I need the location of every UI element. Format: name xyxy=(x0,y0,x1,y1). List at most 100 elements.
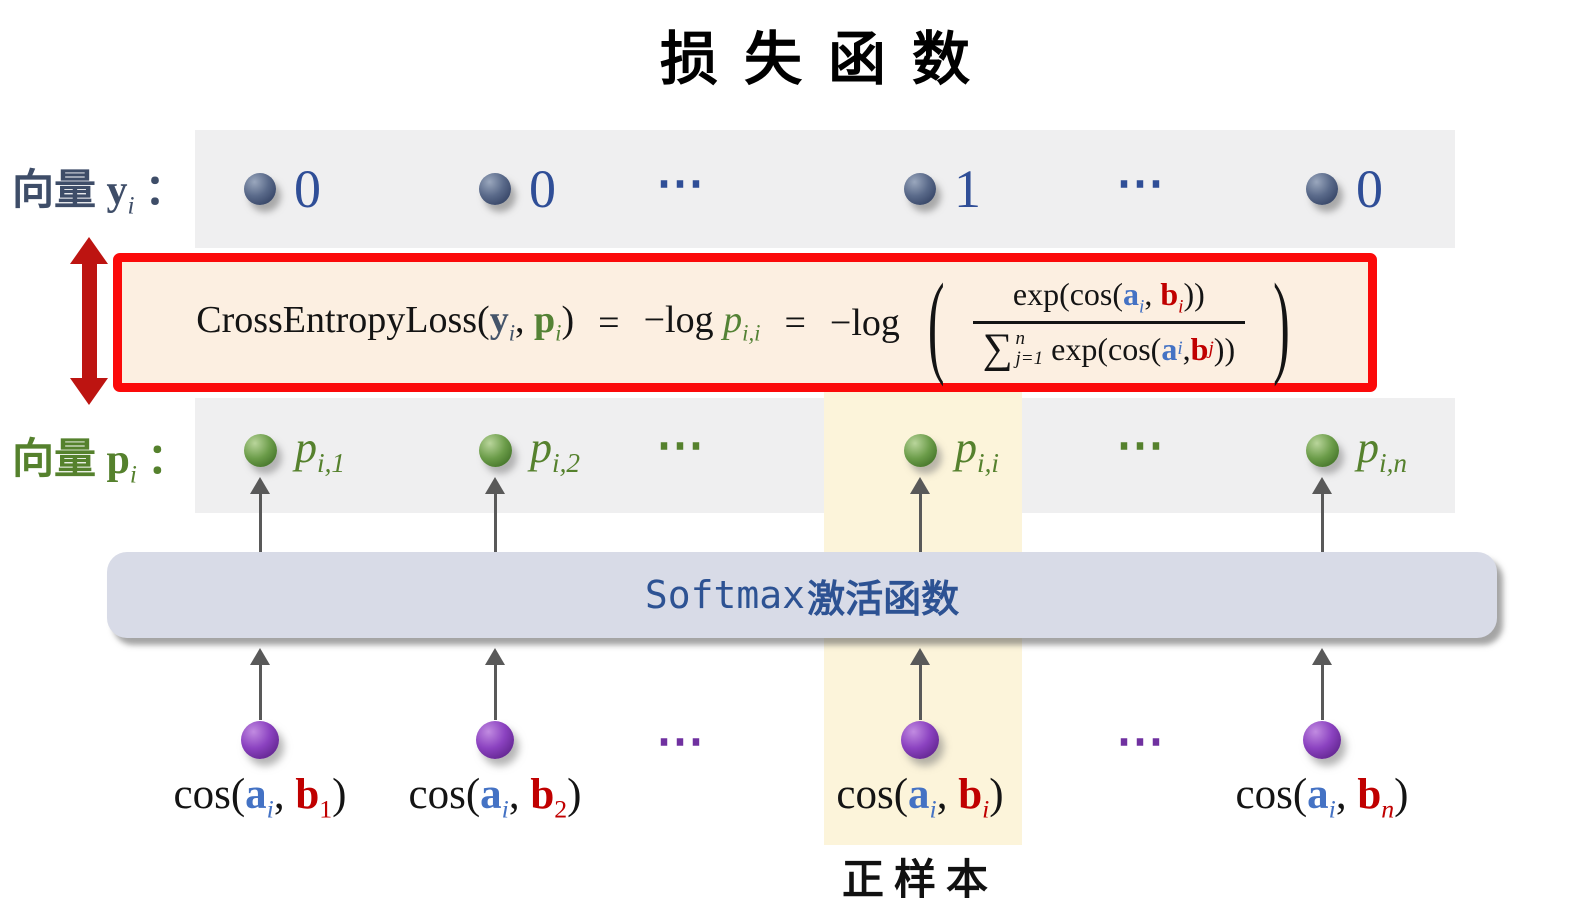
vector-y-label-cn: 向量 xyxy=(12,165,97,214)
cos-label-n: cos(ai, bn) xyxy=(1236,770,1409,825)
green-dot-icon xyxy=(1306,433,1339,467)
den-a-sub: i xyxy=(1177,338,1183,360)
den-a: a xyxy=(1161,330,1178,367)
up-arrow-icon xyxy=(910,477,930,552)
cos-b: b xyxy=(295,771,320,818)
formula-mid: −log pi,i xyxy=(644,298,761,347)
cos-a: a xyxy=(245,771,267,818)
cos-b-sub: i xyxy=(982,794,990,824)
num-a-sub: i xyxy=(1139,296,1145,318)
arrow-head xyxy=(250,648,270,665)
p-subscript: i,2 xyxy=(552,447,581,478)
y-cell-2: 0 xyxy=(479,159,556,219)
cross-entropy-formula-box: CrossEntropyLoss(yi, pi) = −log pi,i = −… xyxy=(113,253,1377,392)
p-symbol: p xyxy=(1357,422,1379,472)
y-cell-n: 0 xyxy=(1306,159,1383,219)
cos-b: b xyxy=(1357,771,1382,818)
y-value-1: 0 xyxy=(294,159,321,219)
formula-lhs: CrossEntropyLoss(yi, pi) xyxy=(196,298,574,347)
cos-b-sub: 2 xyxy=(554,794,568,824)
num-b-sub: i xyxy=(1178,296,1184,318)
arrow-shaft xyxy=(1320,663,1324,720)
cos-prefix: cos( xyxy=(1235,771,1308,818)
up-arrow-icon xyxy=(910,648,930,720)
p-cell-2: pi,2 xyxy=(479,423,580,477)
num-close: )) xyxy=(1183,276,1205,313)
formula-close-paren: ) xyxy=(561,299,575,342)
vector-p-subscript: i xyxy=(129,461,137,489)
softmax-label-zh: 激活函数 xyxy=(807,575,960,621)
up-arrow-icon xyxy=(485,477,505,552)
p-symbol: p xyxy=(530,422,552,472)
num-comma: , xyxy=(1144,276,1161,313)
cos-prefix: cos( xyxy=(173,771,246,818)
purple-dot-icon xyxy=(901,721,939,759)
cos-prefix: cos( xyxy=(836,771,909,818)
summation: ∑ n j=1 xyxy=(983,328,1044,370)
y-ellipsis-left: ⋯ xyxy=(656,157,704,210)
p-subscript: i,1 xyxy=(317,447,346,478)
big-close-paren: ) xyxy=(1273,258,1290,387)
cos-a: a xyxy=(908,771,930,818)
y-cell-1: 0 xyxy=(244,159,321,219)
vector-y-subscript: i xyxy=(127,192,135,220)
cos-comma: , xyxy=(1335,771,1358,818)
formula-pii-sub: i,i xyxy=(742,320,761,346)
up-arrow-icon xyxy=(1312,477,1332,552)
y-cell-positive: 1 xyxy=(904,159,981,219)
num-exp-cos: exp(cos( xyxy=(1012,276,1124,313)
cos-b-sub: n xyxy=(1381,794,1395,824)
cos-prefix: cos( xyxy=(408,771,481,818)
cos-ellipsis-right: ⋯ xyxy=(1116,715,1164,768)
cos-a-sub: i xyxy=(1328,794,1336,824)
arrow-shaft xyxy=(81,263,97,379)
arrow-shaft xyxy=(493,663,497,720)
fraction-numerator: exp(cos(ai, bi)) xyxy=(1003,275,1215,320)
p-symbol: p xyxy=(955,422,977,472)
softmax-label-en: Softmax xyxy=(644,573,806,617)
equals-sign-2: = xyxy=(784,301,806,344)
cos-a: a xyxy=(480,771,502,818)
formula-p-sub: i xyxy=(555,320,562,346)
arrow-head xyxy=(1312,648,1332,665)
navy-dot-icon xyxy=(1306,173,1338,205)
up-arrow-icon xyxy=(485,648,505,720)
up-arrow-icon xyxy=(250,648,270,720)
p-ellipsis-right: ⋯ xyxy=(1116,419,1164,472)
cos-label-1: cos(ai, b1) xyxy=(174,770,347,825)
p-cell-1: pi,1 xyxy=(244,423,345,477)
cos-suffix: ) xyxy=(332,771,347,818)
formula-p: p xyxy=(534,299,556,342)
purple-dot-icon xyxy=(241,721,279,759)
vector-p-label: 向量 pi ： xyxy=(12,425,189,489)
p-subscript: i,i xyxy=(977,447,999,478)
p-value-2: pi,2 xyxy=(530,422,580,479)
arrow-head-up xyxy=(70,237,108,264)
p-value-n: pi,n xyxy=(1357,422,1407,479)
formula-y: y xyxy=(489,299,509,342)
softmax-activation-box: Softmax 激活函数 xyxy=(107,552,1497,638)
navy-dot-icon xyxy=(479,173,511,205)
arrow-shaft xyxy=(493,492,497,552)
den-exp-cos: exp(cos( xyxy=(1051,330,1162,367)
navy-dot-icon xyxy=(904,173,936,205)
up-arrow-icon xyxy=(250,477,270,552)
cos-b-sub: 1 xyxy=(319,794,333,824)
minus-log-2: −log xyxy=(829,301,900,344)
formula-func-name: CrossEntropyLoss( xyxy=(196,299,490,342)
formula-fraction: exp(cos(ai, bi)) ∑ n j=1 exp(cos(a i, b j)) xyxy=(972,275,1246,370)
den-b-sub: j xyxy=(1208,338,1214,360)
cos-comma: , xyxy=(273,771,296,818)
p-symbol: p xyxy=(295,422,317,472)
formula-y-sub: i xyxy=(508,320,516,346)
cos-suffix: ) xyxy=(567,771,582,818)
arrow-shaft xyxy=(918,492,922,552)
vector-y-label: 向量 yi ： xyxy=(12,156,187,220)
vector-y-symbol: y xyxy=(106,168,128,214)
y-value-positive: 1 xyxy=(954,159,981,219)
page-title: 损失函数 xyxy=(660,25,997,93)
num-a: a xyxy=(1123,276,1140,313)
p-value-1: pi,1 xyxy=(295,422,345,479)
cos-a-sub: i xyxy=(929,794,937,824)
